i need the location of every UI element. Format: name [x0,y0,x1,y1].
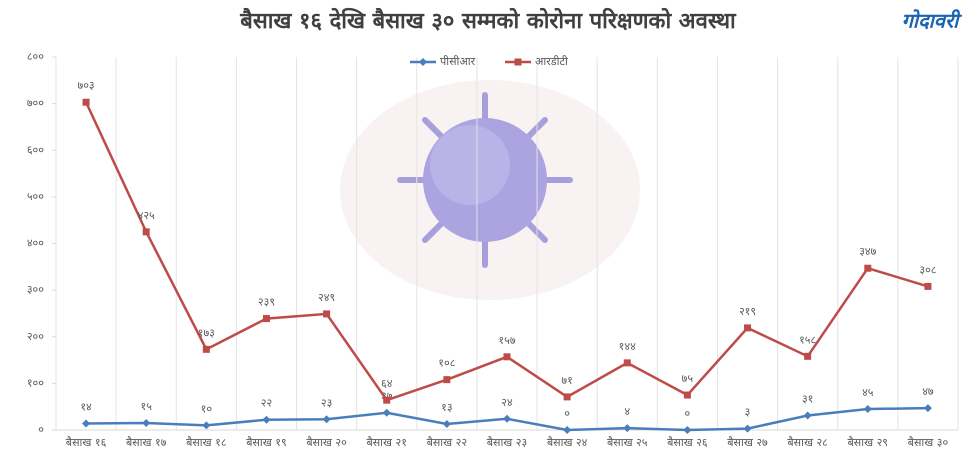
y-tick-label: ३०० [27,283,44,296]
x-tick-label: बैसाख १८ [186,436,227,449]
value-label: २४ [501,396,513,409]
y-tick-label: ६०० [27,143,44,156]
x-tick-label: बैसाख २८ [787,436,828,449]
marker [142,419,151,428]
value-label: १० [201,402,213,415]
marker [864,264,872,272]
marker [443,376,451,384]
marker [322,415,331,424]
marker [744,324,752,332]
y-tick-label: २०० [27,330,44,343]
value-label: ४ [624,405,630,418]
marker [82,98,90,106]
marker [202,421,211,430]
x-tick-label: बैसाख २० [306,436,347,449]
value-label: २३ [321,396,332,409]
marker [923,404,932,413]
marker [924,282,932,290]
y-tick-label: ४०० [27,237,44,250]
marker [743,424,752,433]
x-tick-label: बैसाख २१ [366,436,407,449]
value-label: १४४ [619,340,636,353]
legend-label: आरडीटी [535,55,568,68]
value-label: ३७ [381,390,393,403]
marker [503,414,511,423]
value-label: ३१ [802,393,813,406]
x-tick-label: बैसाख २४ [547,436,588,449]
value-label: ४२५ [138,209,155,222]
y-tick-label: १०० [27,376,44,389]
x-tick-label: बैसाख २२ [427,436,468,449]
x-tick-label: बैसाख ३० [908,436,949,449]
value-label: २१९ [739,305,756,318]
chart-title: बैसाख १६ देखि बैसाख ३० सम्मको कोरोना परि… [239,7,737,34]
x-tick-label: बैसाख १६ [66,436,107,449]
marker [683,391,691,399]
x-tick-label: बैसाख १७ [126,436,167,449]
virus-illustration [340,80,640,300]
x-tick-label: बैसाख २९ [848,436,889,449]
marker [383,396,391,404]
value-label: ६४ [381,377,393,390]
logo: गोदावरी [902,9,964,33]
marker [683,426,692,434]
legend-marker [419,58,427,66]
marker [563,393,571,401]
value-label: १७३ [198,326,215,339]
marker [623,424,632,433]
x-tick-label: बैसाख २७ [727,436,768,449]
marker [202,345,210,353]
value-label: ७१ [561,374,572,387]
value-label: १५७ [498,334,515,347]
y-tick-label: ० [38,423,44,436]
value-label: ३०८ [919,263,936,276]
value-label: १०८ [438,357,455,370]
marker [804,352,812,360]
value-label: ३४७ [859,245,876,258]
value-label: ० [685,407,691,420]
y-tick-label: ५०० [27,190,44,203]
value-label: ४५ [862,386,874,399]
value-label: ७०३ [77,79,94,92]
marker [262,315,270,323]
marker [623,359,631,367]
value-label: १३ [441,401,452,414]
value-label: १५ [140,400,152,413]
marker [503,353,511,361]
legend-marker [514,58,522,66]
marker [262,415,271,424]
x-tick-label: बैसाख १९ [246,436,287,449]
x-tick-label: बैसाख २६ [667,436,708,449]
value-label: २४९ [318,291,335,304]
value-label: ७५ [682,372,694,385]
y-tick-label: ८०० [27,50,44,63]
value-label: १५८ [799,333,816,346]
marker [142,228,150,236]
x-tick-label: बैसाख २५ [607,436,648,449]
legend-label: पीसीआर [440,55,476,68]
marker [563,426,572,434]
marker [803,411,812,420]
value-label: २३९ [258,296,275,309]
marker [82,419,91,428]
value-label: ४७ [922,385,934,398]
y-tick-label: ७०० [27,97,44,110]
marker [323,310,331,318]
marker [382,408,391,417]
value-label: ० [564,407,570,420]
x-tick-label: बैसाख २३ [487,436,528,449]
value-label: १४ [80,400,92,413]
value-label: २२ [261,397,272,410]
value-label: ३ [745,406,751,419]
marker [442,419,451,428]
marker [863,405,872,414]
